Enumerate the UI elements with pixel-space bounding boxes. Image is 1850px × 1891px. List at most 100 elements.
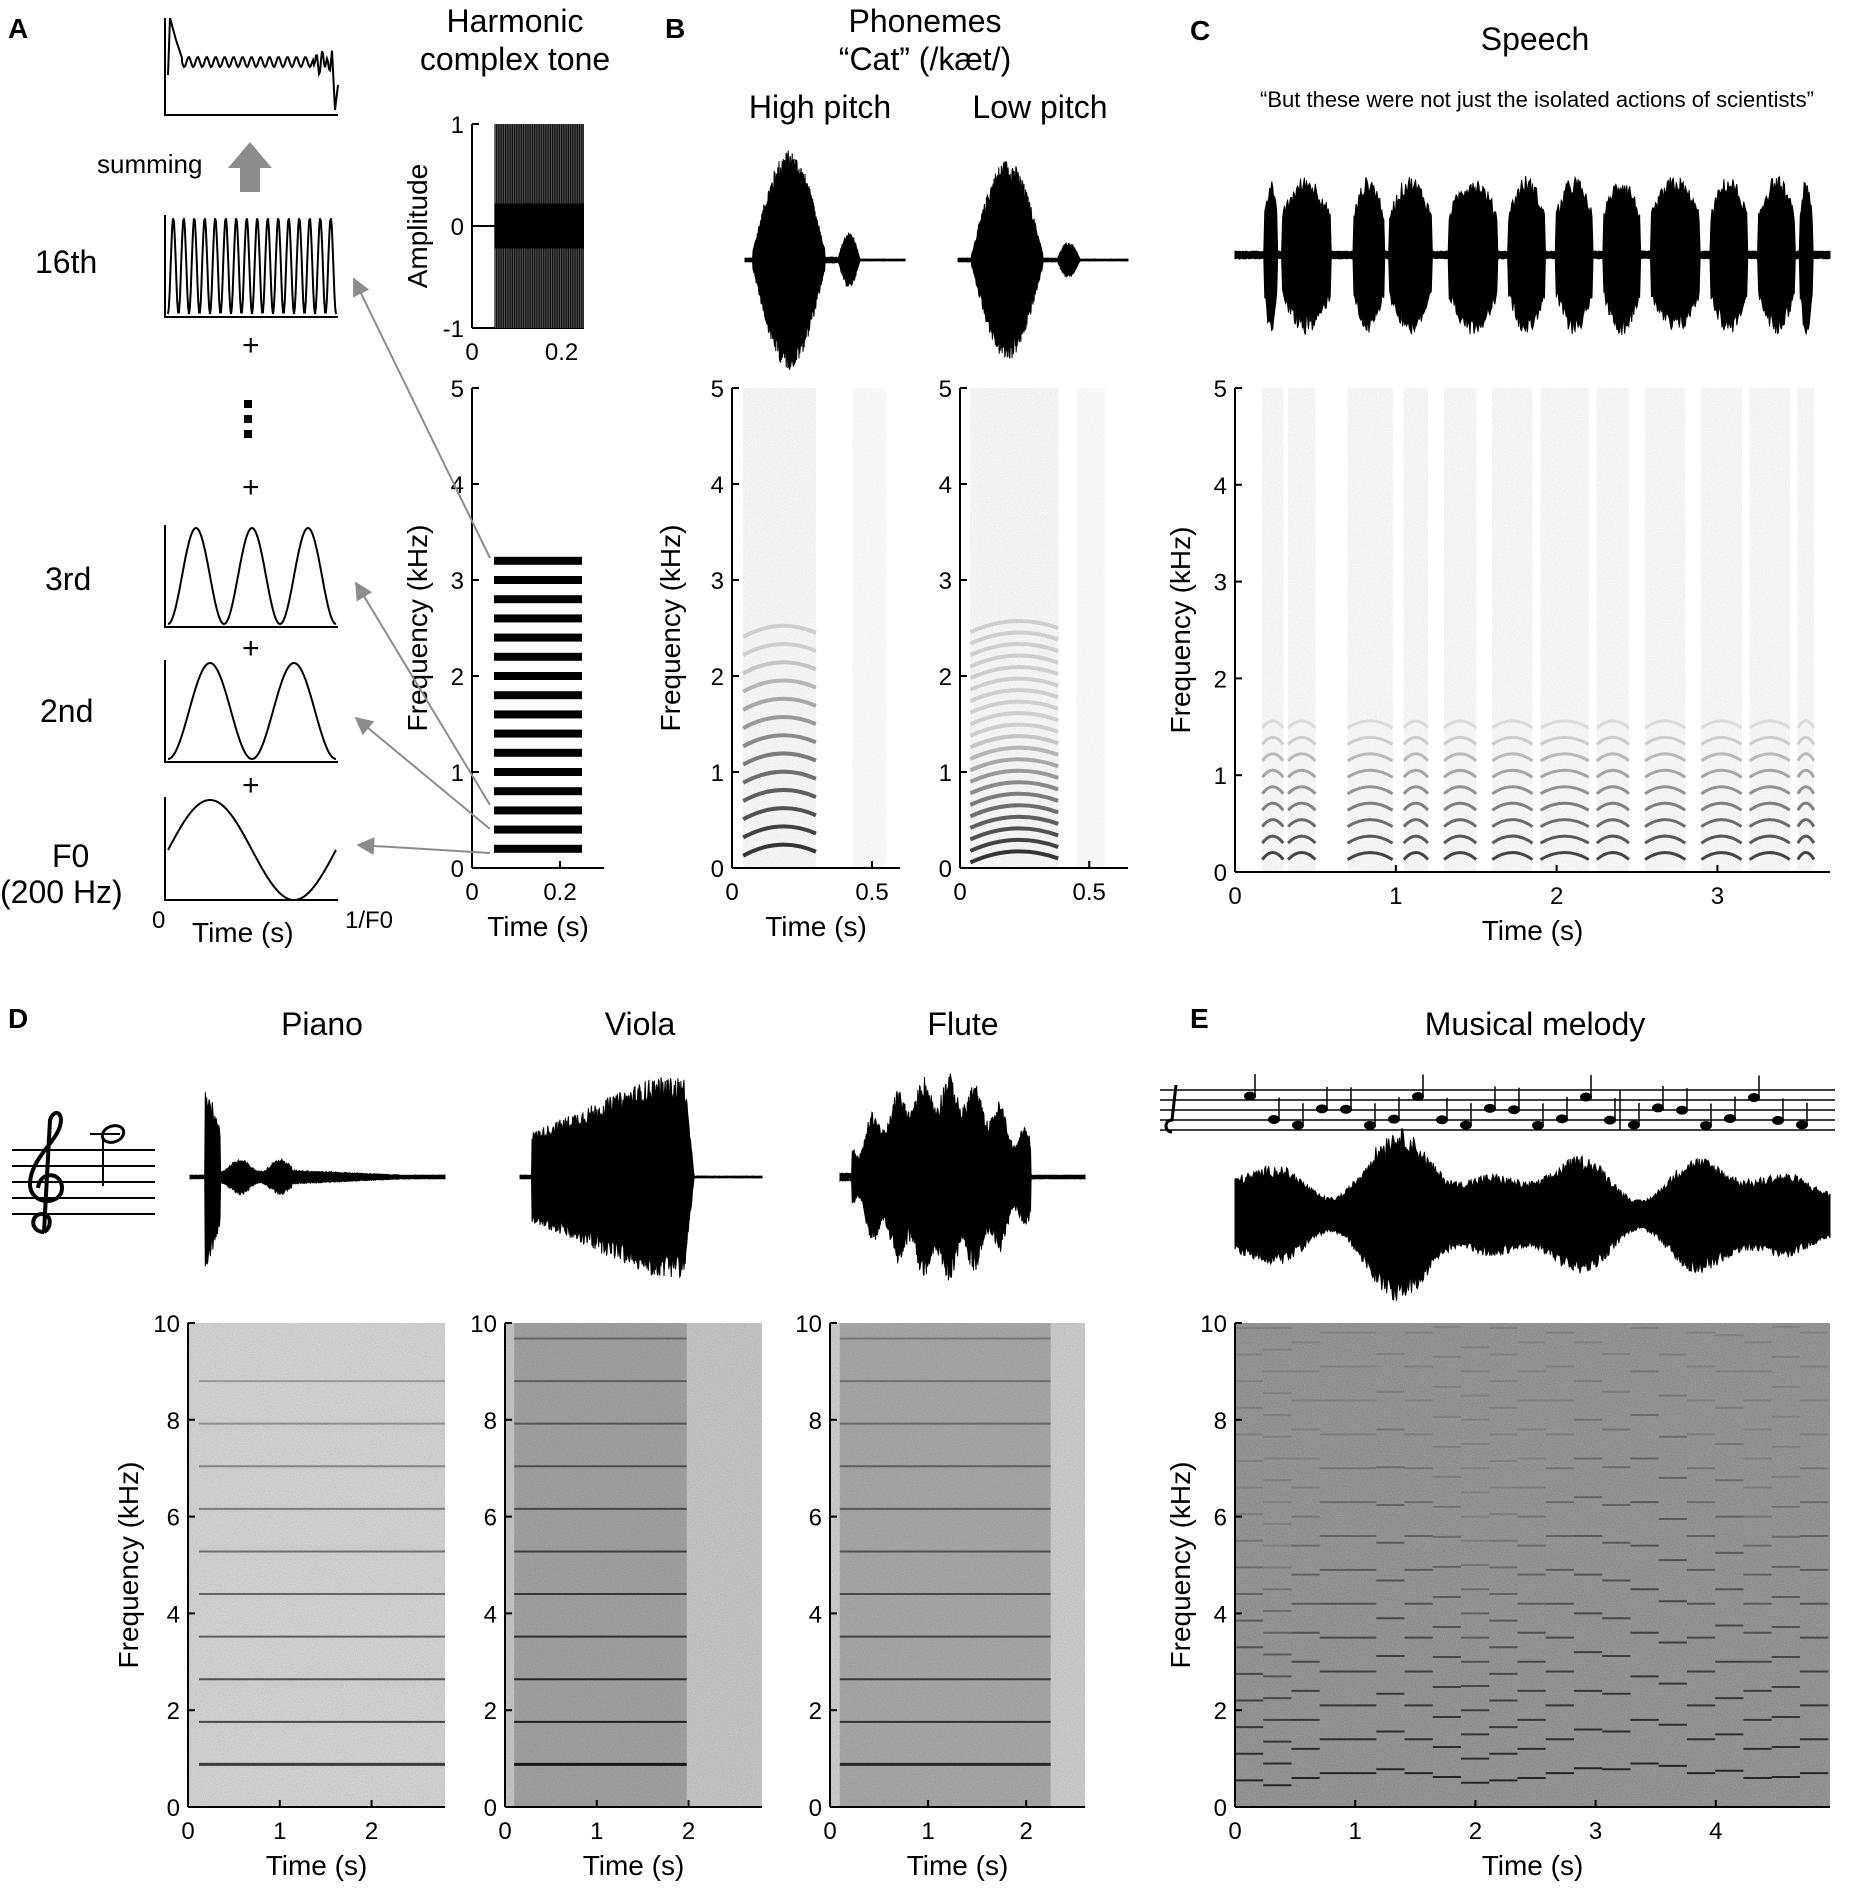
speech-harmonic [1286, 768, 1317, 779]
formant-harmonic [969, 814, 1059, 830]
note-head [1412, 1092, 1424, 1102]
plus-sign: + [242, 769, 260, 802]
speech-harmonic [1261, 851, 1285, 861]
speech-harmonic [1796, 851, 1816, 861]
formant-harmonic [969, 791, 1059, 807]
harmonic-3rd-axis [164, 525, 338, 628]
speech-harmonic [1261, 719, 1285, 729]
harmonic-3rd-arrow [355, 581, 491, 806]
x-axis-label: Time (s) [487, 911, 589, 942]
speech-harmonic [1539, 785, 1590, 796]
summing-arrow [228, 142, 272, 192]
x-axis-label: Time (s) [583, 1850, 685, 1881]
panel-c-sentence: “But these were not just the isolated ac… [1260, 87, 1814, 112]
harmonic-label-f0: F0 [52, 838, 89, 874]
speech-harmonic [1261, 768, 1285, 779]
speech-energy-region [1262, 388, 1284, 872]
x-tick-label: 1 [273, 1818, 286, 1845]
note-head [1580, 1092, 1592, 1102]
x-axis-label: Time (s) [266, 1850, 368, 1881]
speech-harmonic [1539, 752, 1590, 763]
y-tick-label: 0 [711, 856, 724, 883]
note-head [1748, 1093, 1760, 1103]
x-tick-label: 0.2 [543, 879, 576, 906]
speech-harmonic [1443, 752, 1478, 762]
y-tick-label: 0 [451, 214, 464, 241]
panel-b-title-line2: “Cat” (/kæt/) [839, 41, 1011, 77]
x-tick-label: 0 [725, 879, 738, 906]
harmonic-bar [494, 691, 582, 700]
speech-harmonic [1539, 851, 1590, 861]
speech-harmonic [1595, 785, 1630, 795]
harmonic-16th-waveform [167, 218, 337, 315]
harmonic-bar [494, 844, 582, 853]
harmonic-bar [494, 556, 582, 565]
speech-harmonic [1748, 834, 1791, 845]
x-tick-label: 0 [823, 1818, 836, 1845]
x-tick-label: 3 [1711, 883, 1724, 910]
panel-letter-d: D [8, 1003, 28, 1034]
note-head [1508, 1105, 1520, 1115]
x-tick-label: 0 [953, 879, 966, 906]
formant-harmonic [969, 665, 1059, 680]
y-tick-label: 1 [451, 112, 464, 139]
speech-harmonic [1748, 768, 1791, 779]
speech-harmonic [1644, 818, 1687, 828]
speech-harmonic [1595, 851, 1630, 861]
speech-harmonic [1700, 752, 1743, 763]
note-head [1628, 1120, 1640, 1130]
x-tick-label: 0 [465, 339, 478, 366]
note-energy-region [514, 1323, 687, 1807]
plus-sign: + [242, 632, 260, 665]
harmonic-bar [494, 825, 582, 834]
speech-harmonic [1286, 719, 1317, 729]
note-head [1484, 1103, 1496, 1113]
note-head [1292, 1120, 1304, 1130]
speech-harmonic [1402, 752, 1430, 762]
note-head [1652, 1103, 1664, 1113]
speech-harmonic [1346, 785, 1394, 796]
x-tick-label: 0 [181, 1818, 194, 1845]
spectrogram-grain [505, 1323, 762, 1807]
speech-harmonic [1644, 801, 1687, 812]
speech-harmonic [1402, 735, 1430, 746]
speech-harmonic [1700, 719, 1743, 730]
speech-harmonic [1346, 752, 1394, 763]
speech-harmonic [1796, 818, 1816, 828]
formant-harmonic [969, 734, 1059, 750]
speech-harmonic [1443, 735, 1478, 746]
high-pitch-waveform [744, 150, 906, 370]
panel-b-subtitle-low: Low pitch [972, 89, 1107, 125]
formant-harmonic [969, 653, 1059, 669]
speech-energy-region [1645, 388, 1686, 872]
x-tick-label: 2 [682, 1818, 695, 1845]
x-tick-label: 4 [1709, 1818, 1722, 1845]
y-tick-label: 0 [484, 1795, 497, 1822]
harmonic-bar [494, 652, 582, 661]
speech-energy-region [852, 388, 886, 868]
harmonic-2nd-arrow [354, 716, 491, 830]
y-tick-label: 4 [1214, 473, 1227, 500]
note-head [1676, 1105, 1688, 1115]
speech-harmonic [1748, 719, 1791, 730]
x-tick-label: 1 [590, 1818, 603, 1845]
x-tick-label: 3 [1589, 1818, 1602, 1845]
formant-harmonic [742, 642, 817, 657]
y-tick-label: 2 [451, 664, 464, 691]
panel-e-melody: Musical melody 0 2 4 6 8 10 0 1 2 3 4 Frequency (kH… [1160, 1006, 1835, 1881]
y-axis-label: Frequency (kHz) [113, 1462, 144, 1669]
formant-harmonic [969, 826, 1059, 842]
harmonic-3rd-waveform [167, 526, 337, 626]
speech-harmonic [1346, 801, 1394, 812]
speech-harmonic [1443, 818, 1478, 828]
harmonic-f0-axis [164, 797, 338, 901]
speech-harmonic [1796, 768, 1816, 779]
note-head [1700, 1121, 1712, 1131]
speech-harmonic [1346, 834, 1394, 845]
x-tick-label: 0.5 [855, 879, 888, 906]
y-tick-label: 3 [711, 568, 724, 595]
speech-harmonic [1402, 851, 1430, 861]
panel-b-subtitle-high: High pitch [749, 89, 891, 125]
speech-harmonic [1539, 818, 1590, 828]
